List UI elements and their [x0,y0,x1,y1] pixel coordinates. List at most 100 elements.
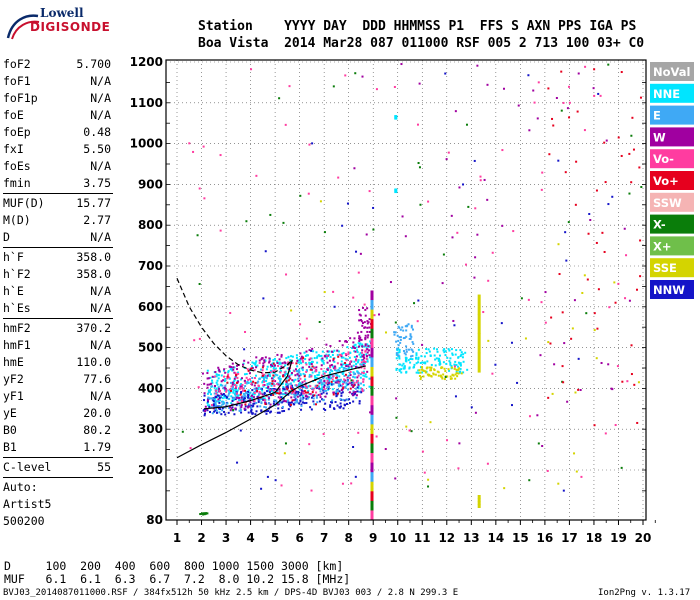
param-row: foF2 5.700 [3,56,113,73]
echo-point [636,421,639,424]
echo-point [242,398,245,401]
echo-point [208,397,211,400]
echo-point [344,362,347,365]
echo-point [409,334,412,337]
echo-point [222,393,225,396]
echo-point [243,348,246,351]
param-name: yE [3,406,17,420]
echo-point [567,221,570,224]
echo-point [320,378,323,381]
echo-point [317,385,320,388]
echo-point [269,403,272,406]
echo-point [224,371,227,374]
echo-point [332,391,335,394]
parameters-panel: foF2 5.700 foF1 N/A foF1p N/A foE N/A foEp 0.48 fx… [3,56,113,530]
echo-point [449,357,452,360]
echo-point [418,82,421,85]
echo-point [401,364,404,367]
echo-point [402,337,405,340]
param-value: 370.2 [76,321,111,335]
echo-point [246,391,249,394]
echo-point [276,374,279,377]
param-row: B0 80.2 [3,422,113,439]
echo-point [305,369,308,372]
echo-point [289,382,292,385]
echo-point [527,298,530,301]
echo-point [230,366,233,369]
echo-point [348,366,351,369]
echo-point [310,349,313,352]
echo-point [213,410,216,413]
echo-point [361,75,364,78]
echo-point [203,382,206,385]
echo-point [244,405,247,408]
echo-point [353,372,356,375]
echo-point [403,366,406,369]
echo-point [349,360,352,363]
echo-point [263,393,266,396]
echo-point [424,370,427,373]
echo-point [277,403,280,406]
echo-point [261,393,264,396]
echo-point [268,373,271,376]
echo-point [354,359,357,362]
echo-point [528,415,531,418]
echo-point [315,396,318,399]
echo-point [430,375,433,378]
echo-point [298,382,301,385]
echo-point [315,351,318,354]
echo-point [428,366,431,369]
echo-point [291,399,294,402]
echo-point [297,402,300,405]
echo-point [288,367,291,370]
echo-point [408,367,411,370]
echo-point [217,374,220,377]
echo-point [628,192,631,195]
echo-point [261,374,264,377]
echo-point [261,372,264,375]
echo-point [310,357,313,360]
echo-point [275,400,278,403]
param-value: 358.0 [76,267,111,281]
echo-point [258,396,261,399]
echo-point [551,117,554,120]
echo-point [239,384,242,387]
echo-point [241,386,244,389]
echo-point [227,394,230,397]
echo-point [301,369,304,372]
echo-point [349,351,352,354]
echo-point [360,365,363,368]
echo-point [222,379,225,382]
echo-point [334,373,337,376]
echo-point [339,402,342,405]
echo-point [279,392,282,395]
echo-point [344,373,347,376]
echo-point [251,381,254,384]
echo-point [322,389,325,392]
echo-point [214,375,217,378]
echo-point [299,194,302,197]
echo-point [288,370,291,373]
echo-point [318,371,321,374]
echo-point [217,388,220,391]
echo-point [319,396,322,399]
echo-point [306,391,309,394]
echo-point [255,390,258,393]
echo-point [332,383,335,386]
echo-point [331,399,334,402]
echo-point [344,74,347,77]
echo-point [285,400,288,403]
echo-point [405,358,408,361]
echo-point [401,215,404,218]
echo-point [263,391,266,394]
echo-point [462,183,465,186]
echo-point [330,380,333,383]
param-value: 0.48 [83,125,111,139]
echo-point [227,411,230,414]
echo-point [338,406,341,409]
echo-point [316,377,319,380]
echo-point [297,380,300,383]
echo-point [399,338,402,341]
echo-point [344,379,347,382]
echo-point [457,372,460,375]
